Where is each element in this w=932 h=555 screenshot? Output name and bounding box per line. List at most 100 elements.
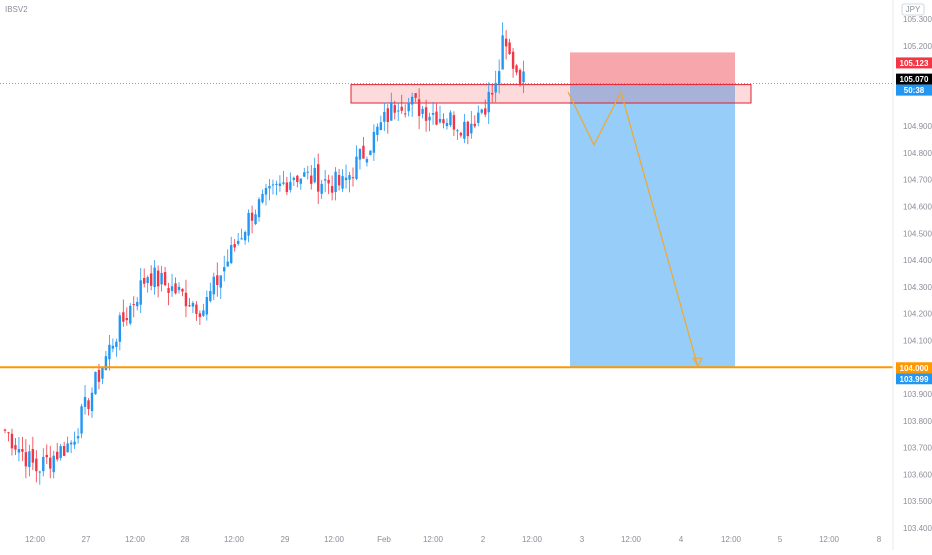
candle-body[interactable] <box>21 449 24 452</box>
candle-body[interactable] <box>303 172 306 177</box>
candle-body[interactable] <box>317 164 320 192</box>
candle-body[interactable] <box>14 445 17 450</box>
candle-body[interactable] <box>292 177 296 180</box>
candle-body[interactable] <box>456 130 459 132</box>
candle-body[interactable] <box>296 175 299 183</box>
candle-body[interactable] <box>271 184 275 186</box>
candle-body[interactable] <box>83 397 87 407</box>
candle-body[interactable] <box>226 261 229 267</box>
candle-body[interactable] <box>487 91 490 113</box>
candle-body[interactable] <box>129 305 132 324</box>
candle-body[interactable] <box>233 244 236 248</box>
candle-body[interactable] <box>80 406 83 434</box>
candle-body[interactable] <box>146 277 149 284</box>
candle-body[interactable] <box>216 275 219 285</box>
candle-body[interactable] <box>504 38 508 47</box>
candle-body[interactable] <box>202 310 205 316</box>
candle-body[interactable] <box>407 102 410 112</box>
candle-body[interactable] <box>449 112 452 126</box>
candle-body[interactable] <box>17 449 21 453</box>
candle-body[interactable] <box>466 121 470 137</box>
candle-body[interactable] <box>428 116 431 121</box>
candle-body[interactable] <box>351 177 355 179</box>
candle-body[interactable] <box>386 108 389 122</box>
candle-body[interactable] <box>181 288 184 292</box>
candle-body[interactable] <box>56 451 59 460</box>
candle-body[interactable] <box>358 148 362 160</box>
candle-body[interactable] <box>111 345 115 349</box>
candle-body[interactable] <box>24 452 28 467</box>
candle-body[interactable] <box>306 171 309 173</box>
candle-body[interactable] <box>310 175 313 184</box>
candle-body[interactable] <box>390 102 393 121</box>
candle-body[interactable] <box>334 171 337 192</box>
candle-body[interactable] <box>518 69 522 86</box>
candle-body[interactable] <box>184 292 188 307</box>
candle-body[interactable] <box>330 186 334 193</box>
candle-body[interactable] <box>376 126 379 135</box>
candle-body[interactable] <box>167 287 170 293</box>
candle-body[interactable] <box>323 179 327 181</box>
candle-body[interactable] <box>240 238 243 240</box>
candle-body[interactable] <box>62 445 66 456</box>
candle-body[interactable] <box>470 123 473 134</box>
candle-body[interactable] <box>198 313 202 318</box>
candle-body[interactable] <box>497 71 501 84</box>
candle-body[interactable] <box>3 429 7 431</box>
candle-body[interactable] <box>282 182 285 184</box>
candle-body[interactable] <box>320 183 323 194</box>
candle-body[interactable] <box>125 318 128 321</box>
candle-body[interactable] <box>278 183 282 187</box>
candle-body[interactable] <box>250 212 254 221</box>
candle-body[interactable] <box>132 304 135 306</box>
candle-body[interactable] <box>508 42 511 55</box>
candle-body[interactable] <box>327 179 330 184</box>
candle-body[interactable] <box>101 367 104 379</box>
candle-body[interactable] <box>230 245 233 264</box>
candle-body[interactable] <box>212 276 215 295</box>
candle-body[interactable] <box>452 115 456 130</box>
candle-body[interactable] <box>52 455 55 473</box>
candle-body[interactable] <box>511 51 515 69</box>
candle-body[interactable] <box>118 315 122 342</box>
candle-body[interactable] <box>261 193 264 203</box>
candle-body[interactable] <box>341 176 344 189</box>
candle-body[interactable] <box>223 267 226 272</box>
candle-body[interactable] <box>445 123 449 127</box>
candle-body[interactable] <box>379 122 383 131</box>
candle-body[interactable] <box>49 457 52 469</box>
candle-body[interactable] <box>522 71 525 83</box>
candle-body[interactable] <box>28 451 31 468</box>
candle-body[interactable] <box>170 286 174 291</box>
candle-body[interactable] <box>417 99 421 116</box>
candle-body[interactable] <box>477 112 480 123</box>
candle-body[interactable] <box>275 184 278 186</box>
candle-body[interactable] <box>337 175 341 186</box>
candle-body[interactable] <box>94 371 97 395</box>
candle-body[interactable] <box>45 454 48 458</box>
candle-body[interactable] <box>438 118 442 123</box>
reward-zone[interactable] <box>570 85 735 368</box>
candle-body[interactable] <box>73 441 76 445</box>
candle-body[interactable] <box>236 240 240 244</box>
candle-body[interactable] <box>369 150 372 156</box>
candle-body[interactable] <box>247 212 250 236</box>
candle-body[interactable] <box>254 214 257 225</box>
candle-body[interactable] <box>299 178 302 184</box>
candle-body[interactable] <box>431 113 435 115</box>
candle-body[interactable] <box>177 286 181 291</box>
candle-body[interactable] <box>10 433 14 449</box>
candle-body[interactable] <box>108 344 111 360</box>
candle-body[interactable] <box>59 446 62 458</box>
candle-body[interactable] <box>372 131 376 153</box>
candle-body[interactable] <box>480 109 483 113</box>
candle-body[interactable] <box>424 107 428 121</box>
candle-body[interactable] <box>104 356 108 371</box>
candle-body[interactable] <box>404 113 407 115</box>
candle-body[interactable] <box>414 93 417 98</box>
candle-body[interactable] <box>355 156 358 179</box>
candle-body[interactable] <box>442 119 445 124</box>
candle-body[interactable] <box>344 177 348 181</box>
candle-body[interactable] <box>397 110 400 112</box>
